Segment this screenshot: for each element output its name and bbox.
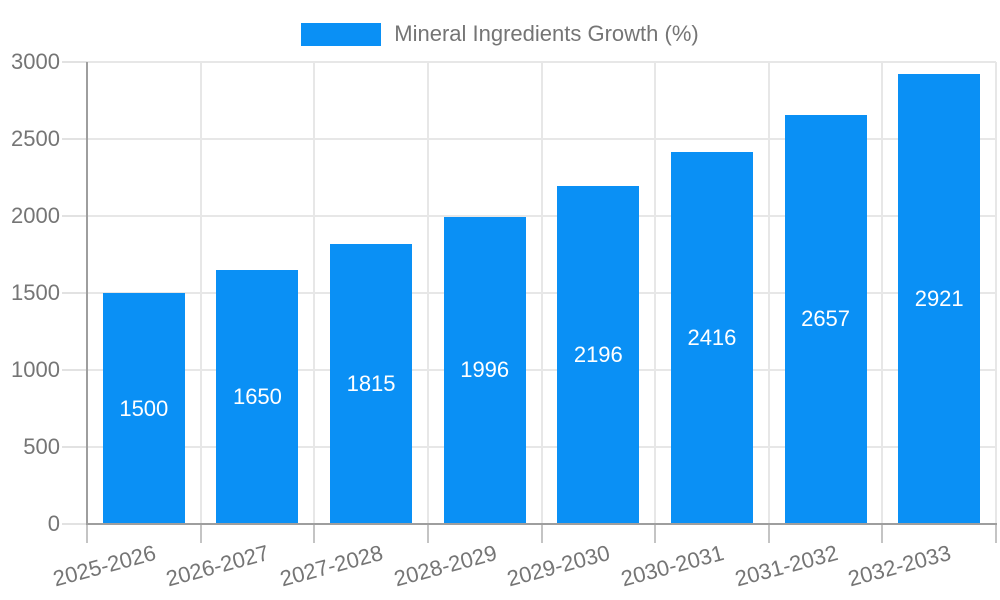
x-gridline — [426, 62, 429, 524]
x-axis-line — [86, 523, 997, 525]
x-axis-tick — [426, 524, 429, 543]
bar[interactable]: 1815 — [330, 244, 413, 524]
x-gridline — [654, 62, 657, 524]
x-gridline — [767, 62, 770, 524]
y-axis-tick — [62, 138, 87, 140]
legend: Mineral Ingredients Growth (%) — [0, 21, 1000, 47]
y-tick-label: 1500 — [11, 280, 60, 305]
y-tick-label: 2000 — [11, 203, 60, 228]
bar-value-label: 2196 — [573, 341, 623, 367]
bar[interactable]: 1650 — [216, 269, 299, 524]
bar[interactable]: 2196 — [557, 185, 640, 524]
bar-value-label: 2416 — [687, 324, 737, 350]
y-axis-tick — [62, 292, 87, 294]
x-gridline — [881, 62, 884, 524]
x-axis-tick — [881, 524, 884, 543]
legend-label: Mineral Ingredients Growth (%) — [394, 21, 699, 46]
bar[interactable]: 1996 — [443, 216, 526, 524]
bar-value-label: 2921 — [914, 286, 964, 312]
y-axis-tick — [62, 61, 87, 63]
y-axis-line — [86, 62, 88, 524]
x-axis-tick — [199, 524, 202, 543]
x-gridline — [313, 62, 316, 524]
x-axis-tick — [995, 524, 997, 543]
bar[interactable]: 2657 — [784, 114, 867, 524]
y-axis-tick — [62, 446, 87, 448]
bar-value-label: 1996 — [460, 357, 510, 383]
x-gridline — [540, 62, 543, 524]
y-tick-label: 500 — [23, 434, 60, 459]
x-axis-tick — [86, 524, 88, 543]
legend-item[interactable]: Mineral Ingredients Growth (%) — [301, 21, 699, 47]
y-tick-label: 1000 — [11, 357, 60, 382]
legend-swatch — [301, 22, 382, 46]
bar[interactable]: 2921 — [898, 74, 981, 524]
x-gridline — [199, 62, 202, 524]
x-axis-tick — [540, 524, 543, 543]
x-axis-tick — [654, 524, 657, 543]
bar-value-label: 1500 — [119, 395, 169, 421]
y-axis-tick — [62, 215, 87, 217]
bar-value-label: 1650 — [232, 383, 282, 409]
y-axis-tick — [62, 523, 87, 525]
y-tick-label: 2500 — [11, 126, 60, 151]
bar[interactable]: 2416 — [670, 151, 753, 524]
y-tick-label: 0 — [47, 511, 60, 536]
y-tick-label: 3000 — [11, 49, 60, 74]
x-gridline — [995, 62, 997, 524]
y-axis-tick — [62, 369, 87, 371]
x-axis-tick — [313, 524, 316, 543]
bar-value-label: 2657 — [801, 306, 851, 332]
bar-value-label: 1815 — [346, 371, 396, 397]
x-axis-tick — [767, 524, 770, 543]
bar[interactable]: 1500 — [102, 293, 185, 524]
